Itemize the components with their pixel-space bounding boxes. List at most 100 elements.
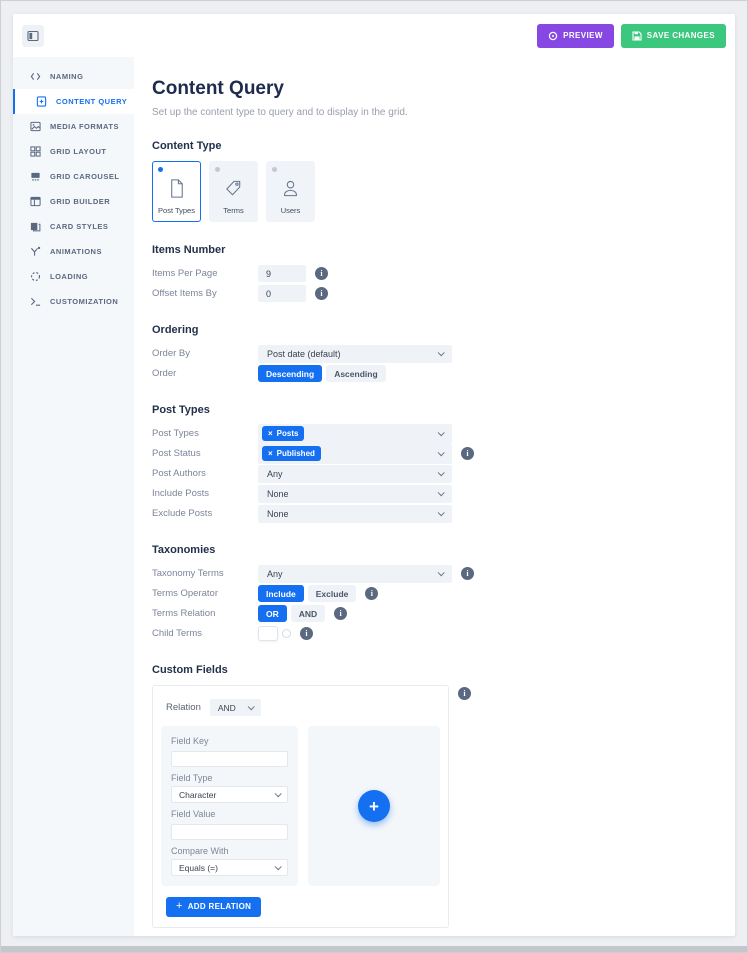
sidebar-item-label: CARD STYLES — [50, 222, 109, 231]
field-key-input[interactable] — [171, 751, 288, 767]
remove-tag-icon[interactable]: × — [268, 448, 273, 458]
chevron-down-icon — [437, 509, 445, 517]
order-ascending-button[interactable]: Ascending — [326, 365, 386, 382]
field-label: Offset Items By — [152, 288, 217, 299]
main-split: NAMING CONTENT QUERY MEDIA FORMATS GRID … — [13, 57, 735, 936]
select-value: Equals (=) — [179, 862, 218, 873]
chevron-down-icon — [274, 863, 282, 871]
branch-icon — [30, 246, 41, 256]
field-value-label: Field Value — [171, 809, 216, 819]
sidebar-item-grid-layout[interactable]: GRID LAYOUT — [13, 139, 134, 164]
terms-relation-or-button[interactable]: OR — [258, 605, 287, 622]
post-status-select[interactable]: × Published — [258, 443, 452, 464]
sidebar-item-content-query[interactable]: CONTENT QUERY — [13, 89, 134, 114]
field-label: Order — [152, 368, 177, 379]
post-authors-select[interactable]: Any — [258, 464, 452, 483]
info-icon[interactable]: i — [300, 627, 313, 640]
info-icon[interactable]: i — [461, 447, 474, 460]
field-label: Exclude Posts — [152, 508, 213, 519]
sidebar-item-label: GRID LAYOUT — [50, 147, 107, 156]
taxonomy-terms-select[interactable]: Any — [258, 564, 452, 583]
info-icon[interactable]: i — [315, 287, 328, 300]
eye-icon — [548, 31, 558, 40]
preview-button[interactable]: PREVIEW — [537, 23, 614, 48]
section-heading: Content Type — [152, 140, 222, 152]
items-per-page-input[interactable] — [258, 265, 306, 282]
exclude-posts-row: Exclude Posts None — [152, 504, 717, 523]
top-bar: PREVIEW SAVE CHANGES — [13, 14, 735, 57]
field-type-label: Field Type — [171, 773, 213, 783]
custom-field-card: Field Key Field Type Character Field Val… — [161, 726, 298, 886]
sidebar-item-animations[interactable]: ANIMATIONS — [13, 239, 134, 264]
sidebar-item-label: NAMING — [50, 72, 84, 81]
terms-operator-include-button[interactable]: Include — [258, 585, 304, 602]
terms-operator-exclude-button[interactable]: Exclude — [307, 585, 357, 602]
content-type-post-types[interactable]: Post Types — [152, 161, 201, 222]
order-by-select[interactable]: Post date (default) — [258, 344, 452, 363]
save-icon — [632, 30, 642, 41]
section-custom-fields: Custom Fields i Relation AND — [152, 664, 717, 928]
sidebar-item-label: MEDIA FORMATS — [50, 122, 119, 131]
sidebar-item-grid-carousel[interactable]: GRID CAROUSEL — [13, 164, 134, 189]
field-label: Items Per Page — [152, 268, 218, 279]
relation-select[interactable]: AND — [209, 699, 261, 716]
sidebar-item-label: LOADING — [50, 272, 89, 281]
field-label: Post Authors — [152, 468, 206, 479]
info-icon[interactable]: i — [334, 607, 348, 620]
offset-items-input[interactable] — [258, 285, 306, 302]
page-subtitle: Set up the content type to query and to … — [152, 107, 408, 118]
sidebar-item-card-styles[interactable]: CARD STYLES — [13, 214, 134, 239]
terms-relation-and-button[interactable]: AND — [290, 605, 326, 622]
select-value: AND — [217, 702, 236, 713]
sidebar-item-loading[interactable]: LOADING — [13, 264, 134, 289]
compare-with-select[interactable]: Equals (=) — [171, 859, 288, 876]
save-changes-button-label: SAVE CHANGES — [646, 31, 715, 40]
cards-icon — [30, 222, 41, 232]
child-terms-toggle[interactable] — [258, 626, 291, 641]
code-icon — [30, 72, 41, 81]
add-field-button[interactable]: + — [358, 790, 390, 822]
info-icon[interactable]: i — [461, 567, 474, 580]
card-label: Terms — [223, 206, 244, 215]
section-heading: Taxonomies — [152, 544, 216, 556]
post-types-select[interactable]: × Posts — [258, 423, 452, 444]
user-icon — [284, 180, 297, 197]
section-heading: Custom Fields — [152, 664, 228, 676]
section-items-number: Items Number Items Per Page i Offset Ite… — [152, 244, 717, 302]
exclude-posts-select[interactable]: None — [258, 504, 452, 523]
field-label: Child Terms — [152, 628, 202, 639]
order-descending-button[interactable]: Descending — [258, 365, 323, 382]
plus-icon: + — [176, 900, 183, 912]
section-post-types: Post Types Post Types × Posts Post Status — [152, 404, 717, 523]
content-type-users[interactable]: Users — [266, 161, 315, 222]
info-icon[interactable]: i — [458, 687, 471, 700]
field-value-input[interactable] — [171, 824, 288, 840]
field-label: Include Posts — [152, 488, 210, 499]
include-posts-select[interactable]: None — [258, 484, 452, 503]
order-by-row: Order By Post date (default) — [152, 344, 717, 363]
info-icon[interactable]: i — [365, 587, 379, 600]
remove-tag-icon[interactable]: × — [268, 428, 273, 438]
topbar-actions: PREVIEW SAVE CHANGES — [537, 23, 726, 48]
sidebar-item-media-formats[interactable]: MEDIA FORMATS — [13, 114, 134, 139]
field-type-select[interactable]: Character — [171, 786, 288, 803]
section-taxonomies: Taxonomies Taxonomy Terms Any i Terms Op… — [152, 544, 717, 642]
info-icon[interactable]: i — [315, 267, 328, 280]
app-window: PREVIEW SAVE CHANGES NAMING CONTENT QUER… — [13, 14, 735, 936]
layout-icon — [30, 196, 41, 207]
preview-button-label: PREVIEW — [563, 31, 603, 40]
section-content-type: Content Type Post Types Terms — [152, 140, 717, 222]
add-relation-button[interactable]: + ADD RELATION — [166, 896, 262, 917]
select-value: Character — [179, 789, 217, 800]
relation-label: Relation — [166, 702, 201, 713]
content-type-terms[interactable]: Terms — [209, 161, 258, 222]
compare-with-label: Compare With — [171, 846, 229, 856]
items-per-page-row: Items Per Page i — [152, 265, 717, 282]
sidebar-item-naming[interactable]: NAMING — [13, 64, 134, 89]
window-bottom-edge — [1, 946, 747, 952]
sidebar-collapse-button[interactable] — [22, 24, 44, 47]
sidebar-item-grid-builder[interactable]: GRID BUILDER — [13, 189, 134, 214]
field-label: Terms Operator — [152, 588, 218, 599]
save-changes-button[interactable]: SAVE CHANGES — [620, 23, 726, 48]
sidebar-item-customization[interactable]: CUSTOMIZATION — [13, 289, 134, 314]
